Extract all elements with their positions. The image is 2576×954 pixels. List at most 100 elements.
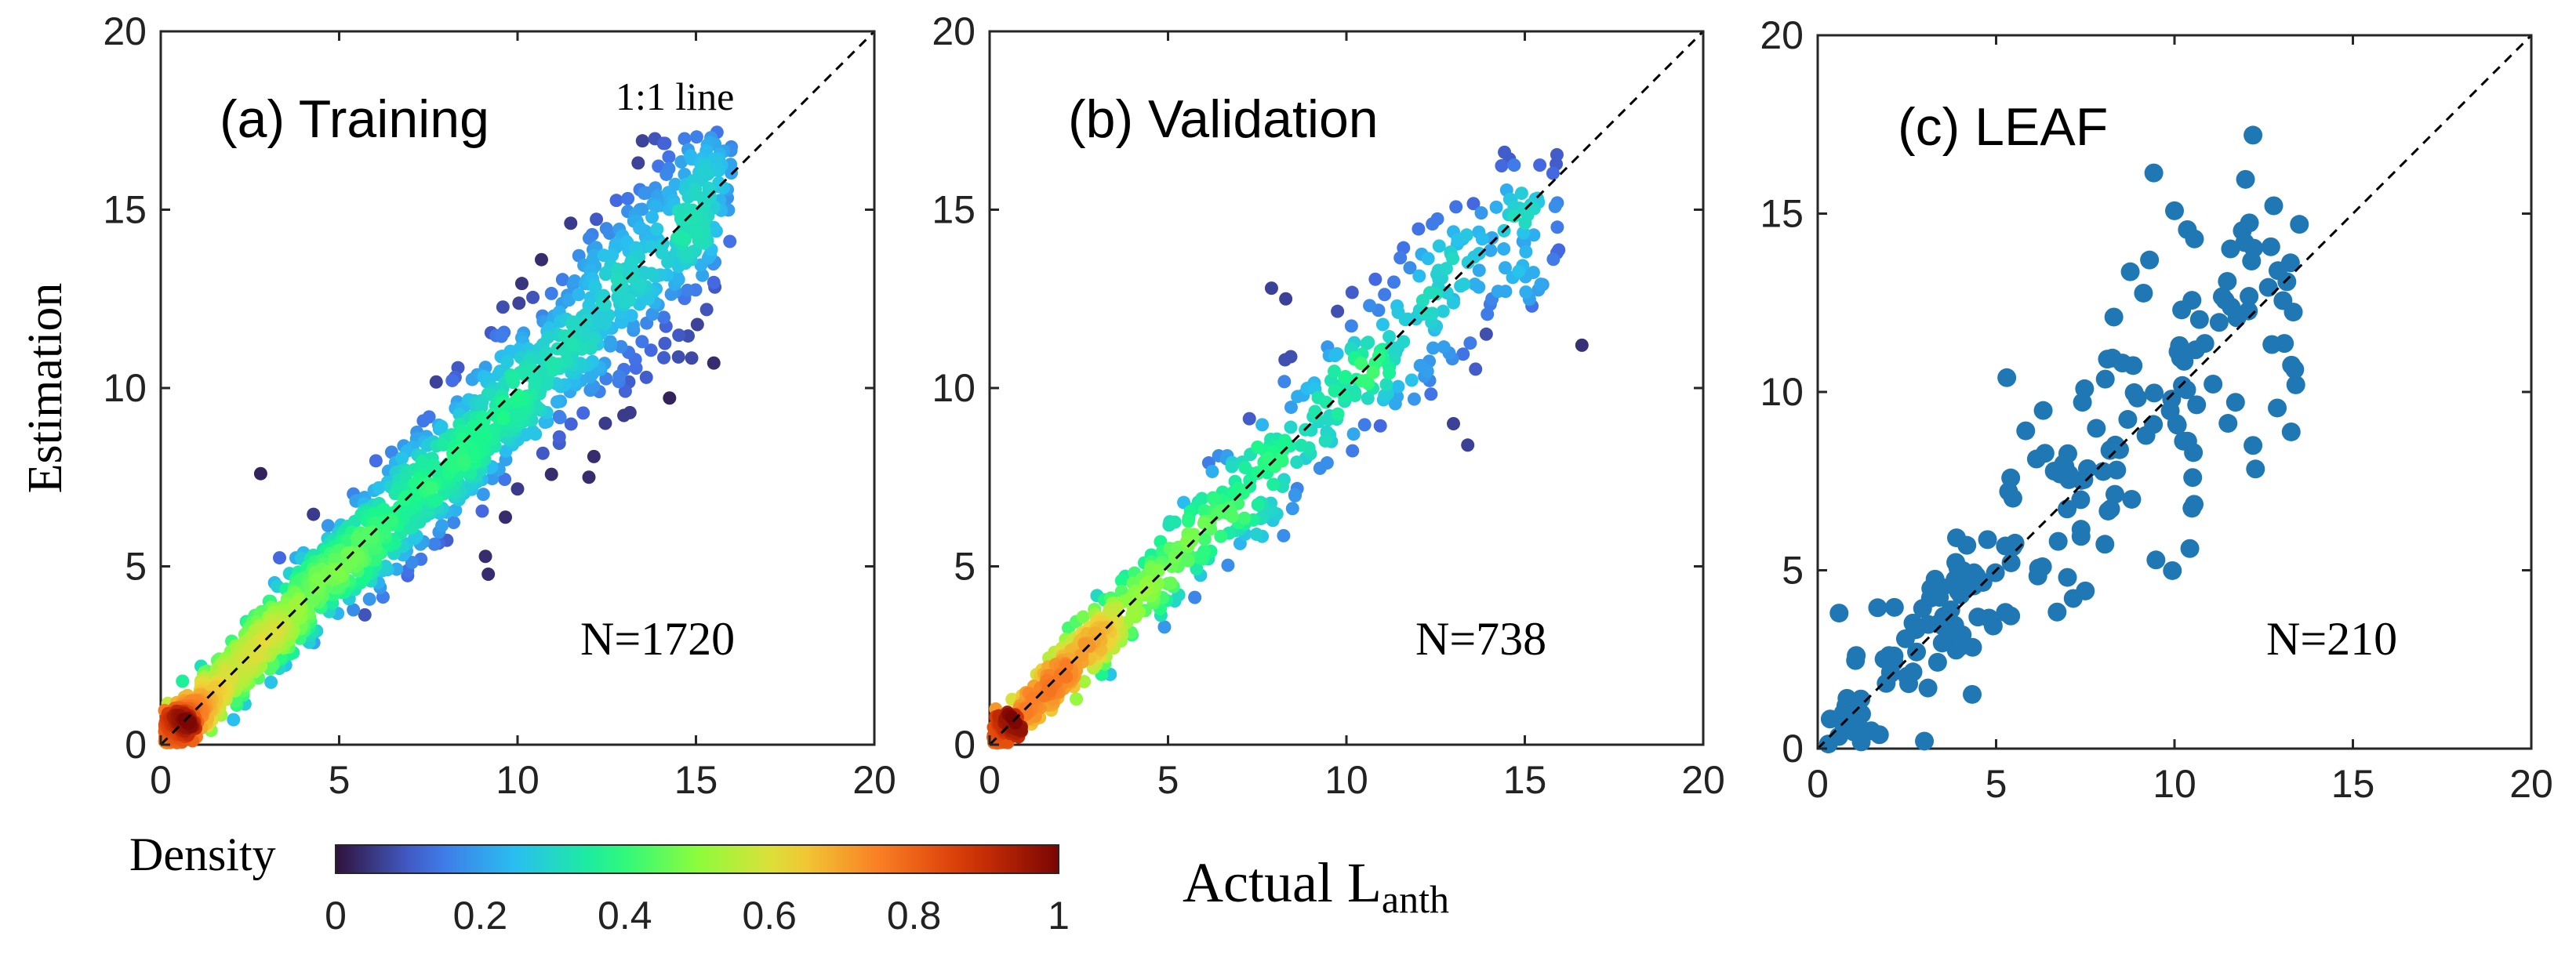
data-point	[1181, 514, 1195, 528]
data-point	[2144, 415, 2164, 434]
data-point	[1437, 340, 1451, 354]
data-point	[2146, 550, 2166, 570]
x-axis-label-subscript: anth	[1382, 877, 1449, 921]
data-point	[2240, 213, 2259, 233]
data-point	[2244, 125, 2263, 145]
data-point	[1382, 366, 1397, 380]
data-point	[2122, 489, 2142, 509]
colorbar-tick-label: 0	[325, 894, 347, 938]
data-point	[610, 272, 624, 286]
data-point	[612, 369, 627, 383]
data-point	[1978, 530, 1997, 550]
data-point	[1491, 285, 1505, 299]
data-point	[1294, 438, 1308, 452]
data-point	[2282, 355, 2302, 375]
data-point	[1874, 649, 1894, 669]
data-point	[565, 317, 580, 332]
data-point	[1344, 319, 1358, 333]
data-point	[447, 516, 461, 530]
data-point	[1495, 159, 1509, 173]
data-point	[1899, 674, 1919, 694]
data-point	[683, 211, 697, 225]
data-point	[1546, 166, 1560, 180]
colorbar-tick-label: 0.8	[887, 894, 942, 938]
colorbar-tick-label: 0.4	[598, 894, 652, 938]
data-point	[2001, 606, 2021, 626]
data-point	[1361, 391, 1375, 405]
data-point	[2107, 460, 2127, 480]
data-point	[614, 339, 628, 354]
data-point	[1575, 338, 1589, 352]
data-point	[288, 598, 302, 612]
data-point	[1255, 418, 1270, 432]
data-point	[712, 176, 726, 190]
data-point	[264, 675, 278, 689]
data-point	[650, 223, 664, 237]
data-point	[1997, 368, 2017, 387]
data-point	[1225, 459, 1239, 473]
data-point	[1284, 420, 1298, 434]
data-point	[2113, 354, 2132, 373]
data-point	[2183, 468, 2203, 488]
y-tick-label: 0	[125, 723, 147, 767]
data-point	[2120, 262, 2140, 281]
data-point	[1941, 600, 1960, 620]
data-point	[1550, 220, 1564, 234]
x-tick-label: 5	[1157, 758, 1179, 802]
data-point	[1076, 610, 1090, 624]
data-point	[1432, 239, 1446, 253]
x-tick-label: 10	[1324, 758, 1368, 802]
data-point	[310, 572, 324, 586]
y-tick-label: 20	[103, 9, 147, 53]
data-point	[2240, 287, 2259, 307]
data-point	[658, 336, 672, 350]
data-point	[362, 592, 376, 606]
data-point	[2087, 419, 2106, 438]
data-point	[1285, 502, 1299, 516]
data-point	[1251, 498, 1265, 512]
data-point	[603, 335, 617, 349]
data-point	[514, 277, 529, 291]
data-point	[2286, 375, 2305, 394]
data-point	[273, 551, 287, 565]
data-point	[2071, 490, 2091, 510]
data-point	[1205, 464, 1219, 478]
data-point	[2105, 484, 2125, 504]
data-point	[2095, 369, 2115, 389]
data-point	[1946, 528, 1966, 548]
panel-title-validation: (b) Validation	[1068, 89, 1379, 149]
data-point	[2063, 589, 2083, 608]
x-tick-label: 5	[329, 758, 351, 802]
panel-title-leaf: (c) LEAF	[1898, 97, 2108, 157]
data-point	[2280, 253, 2300, 273]
data-point	[1251, 441, 1265, 455]
data-point	[1449, 200, 1463, 214]
data-point	[689, 187, 703, 201]
data-point	[1373, 419, 1387, 433]
data-point	[1366, 365, 1380, 379]
data-point	[536, 446, 550, 460]
data-point	[2165, 201, 2184, 220]
data-point	[1354, 357, 1368, 371]
data-point	[657, 350, 671, 365]
data-point	[1484, 243, 1498, 257]
panel-leaf: 0 5 10 15 20 0 5 10 15 20 (c) LEAF N=210	[1760, 13, 2552, 806]
data-point	[1043, 684, 1057, 698]
data-point	[1413, 358, 1427, 372]
data-point	[1197, 532, 1212, 546]
data-point	[2026, 449, 2046, 469]
data-point	[2209, 313, 2229, 332]
data-point	[496, 300, 510, 314]
data-point	[552, 430, 566, 444]
data-point	[598, 416, 612, 430]
data-point	[1357, 418, 1372, 432]
data-point	[1463, 336, 1477, 350]
data-point	[689, 130, 703, 144]
data-point	[456, 453, 471, 467]
data-point	[526, 290, 540, 304]
data-point	[1548, 199, 1562, 213]
data-point	[659, 167, 674, 181]
data-point	[702, 181, 716, 195]
data-point	[550, 395, 565, 409]
